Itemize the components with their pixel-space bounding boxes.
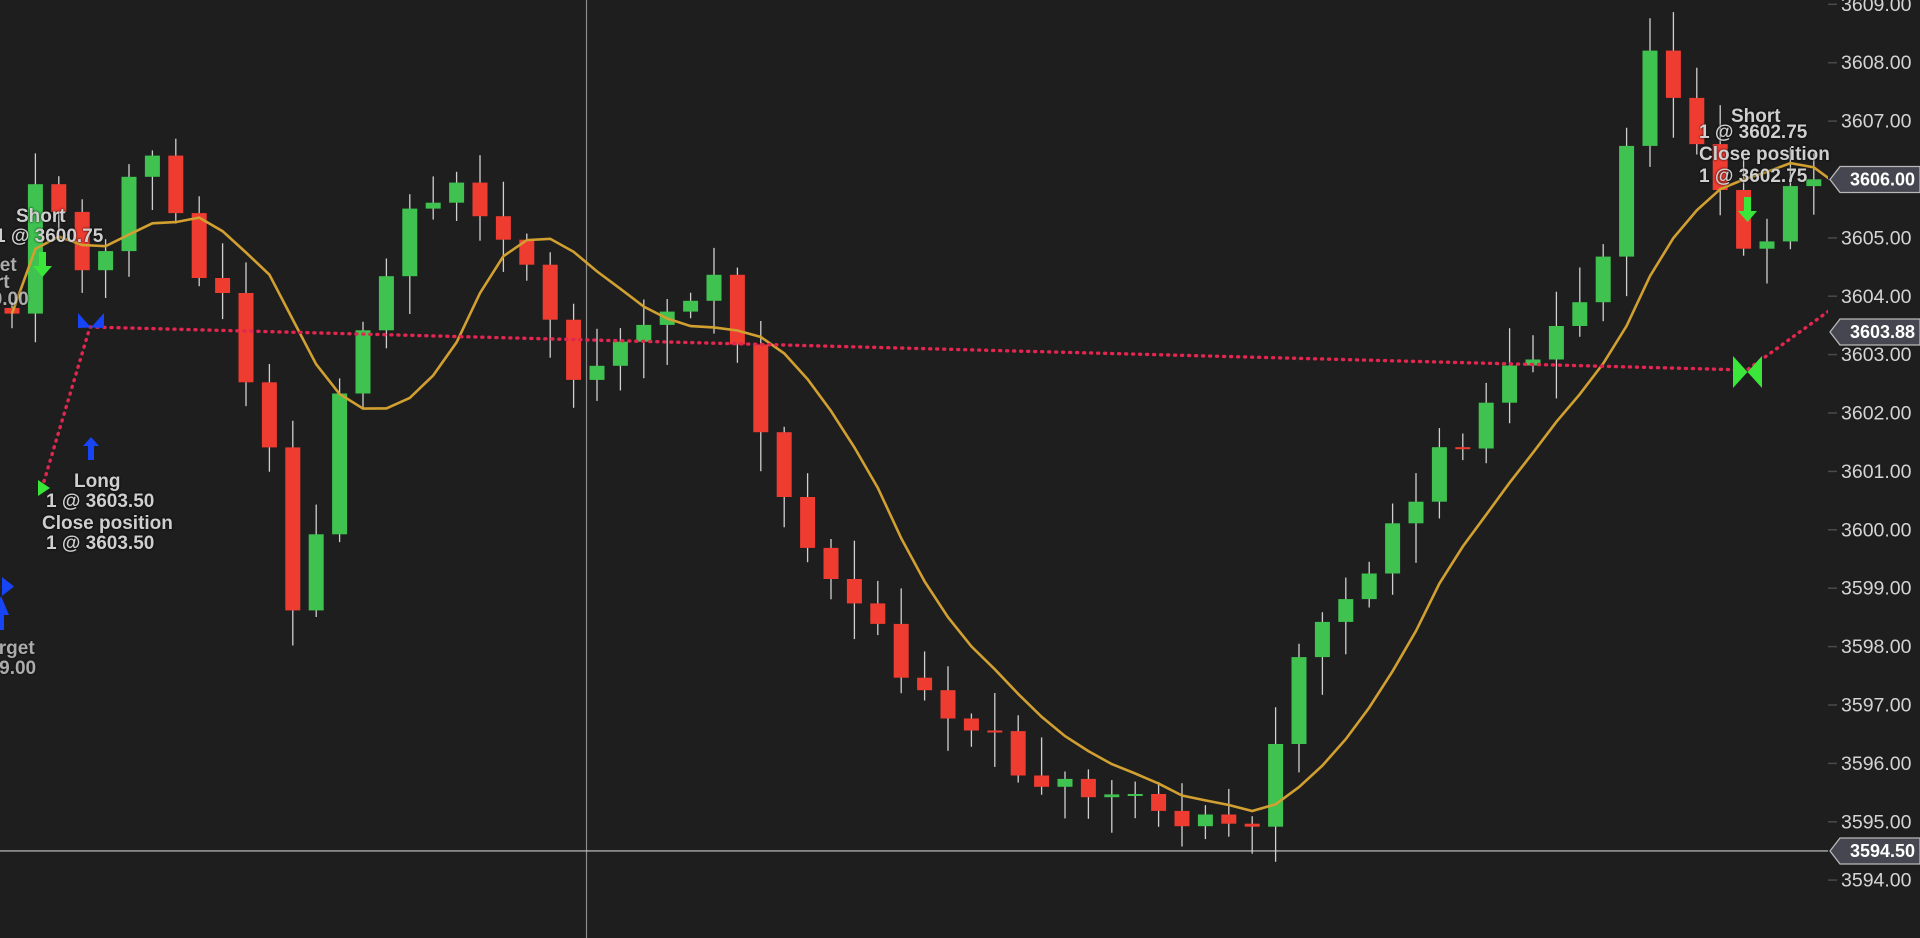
svg-text:3594.50: 3594.50 [1850,841,1915,861]
svg-text:3609.00: 3609.00 [1841,0,1912,16]
svg-text:3598.00: 3598.00 [1841,636,1912,658]
svg-text:3606.00: 3606.00 [1850,170,1915,190]
svg-text:3603.00: 3603.00 [1841,344,1912,366]
svg-text:3599.00: 3599.00 [1841,578,1912,600]
svg-text:3601.00: 3601.00 [1841,461,1912,483]
svg-text:3597.00: 3597.00 [1841,695,1912,717]
svg-text:3607.00: 3607.00 [1841,111,1912,133]
svg-text:3602.00: 3602.00 [1841,403,1912,425]
svg-text:3595.00: 3595.00 [1841,811,1912,833]
svg-text:3605.00: 3605.00 [1841,227,1912,249]
svg-text:3608.00: 3608.00 [1841,52,1912,74]
svg-text:3603.88: 3603.88 [1850,322,1915,342]
svg-text:3594.00: 3594.00 [1841,870,1912,892]
svg-text:3596.00: 3596.00 [1841,753,1912,775]
svg-text:3604.00: 3604.00 [1841,286,1912,308]
svg-text:3600.00: 3600.00 [1841,519,1912,541]
